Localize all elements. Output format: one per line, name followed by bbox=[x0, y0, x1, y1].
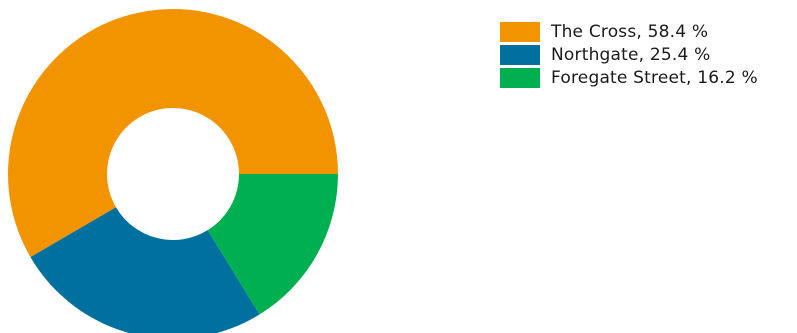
legend-swatch-foregate-street bbox=[500, 67, 540, 88]
legend-item-the-cross[interactable]: The Cross, 58.4 % bbox=[500, 20, 790, 43]
legend-swatch-the-cross bbox=[500, 21, 540, 42]
donut-slice-northgate[interactable] bbox=[30, 207, 260, 333]
legend-item-northgate[interactable]: Northgate, 25.4 % bbox=[500, 43, 790, 66]
legend: The Cross, 58.4 % Northgate, 25.4 % Fore… bbox=[500, 20, 790, 89]
donut-slice-the-cross[interactable] bbox=[7, 8, 339, 258]
legend-item-foregate-street[interactable]: Foregate Street, 16.2 % bbox=[500, 66, 790, 89]
donut-plot-area bbox=[7, 8, 339, 333]
legend-label-foregate-street: Foregate Street, 16.2 % bbox=[551, 67, 758, 88]
donut-slice-foregate-street[interactable] bbox=[207, 174, 338, 315]
legend-swatch-northgate bbox=[500, 44, 540, 65]
legend-label-northgate: Northgate, 25.4 % bbox=[551, 44, 711, 65]
legend-label-the-cross: The Cross, 58.4 % bbox=[551, 21, 709, 42]
